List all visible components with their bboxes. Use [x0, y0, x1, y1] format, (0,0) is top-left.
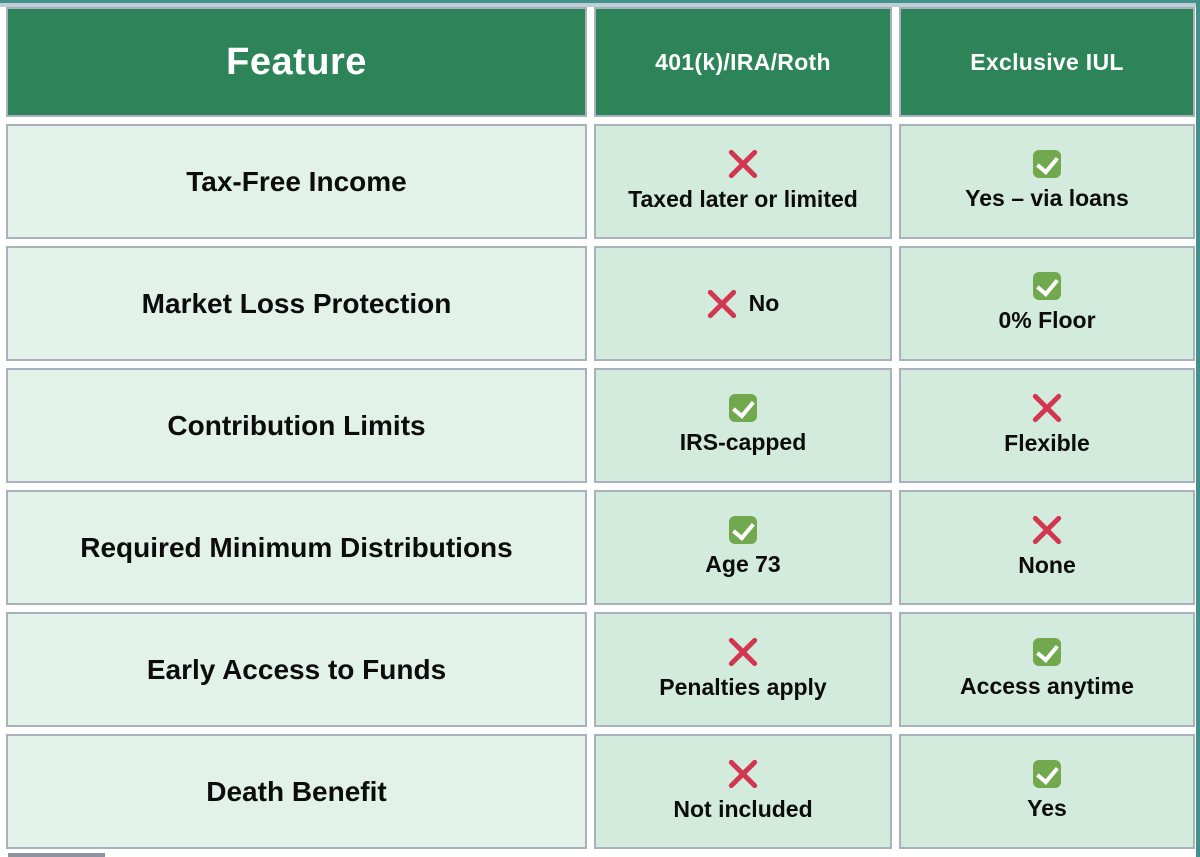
feature-cell: Contribution Limits [6, 368, 587, 483]
check-icon [1033, 638, 1061, 667]
status-text: Taxed later or limited [628, 186, 858, 213]
status-text: Yes – via loans [965, 185, 1129, 212]
feature-label: Required Minimum Distributions [80, 531, 513, 563]
status-text: No [748, 290, 780, 317]
feature-cell: Early Access to Funds [6, 612, 587, 727]
cross-icon [728, 637, 758, 667]
top-edge-gray-strip [0, 3, 1200, 7]
status-text: 0% Floor [998, 307, 1096, 334]
status-text: Age 73 [705, 551, 781, 578]
status-text: Access anytime [960, 673, 1134, 700]
status-cell-iul: Flexible [899, 368, 1195, 483]
check-icon [1033, 150, 1061, 179]
feature-cell: Required Minimum Distributions [6, 490, 587, 605]
status-cell-iul: Access anytime [899, 612, 1195, 727]
status-cell-401k: Age 73 [594, 490, 892, 605]
status-cell-iul: None [899, 490, 1195, 605]
comparison-table: Feature 401(k)/IRA/Roth Exclusive IUL Ta… [6, 7, 1195, 849]
cross-icon [1032, 515, 1062, 545]
status-cell-401k: Penalties apply [594, 612, 892, 727]
check-icon [729, 516, 757, 545]
feature-cell: Market Loss Protection [6, 246, 587, 361]
status-cell-401k: Not included [594, 734, 892, 849]
status-cell-iul: Yes [899, 734, 1195, 849]
check-icon [1033, 272, 1061, 301]
feature-cell: Tax-Free Income [6, 124, 587, 239]
status-text: None [1018, 552, 1076, 579]
cross-icon [1032, 393, 1062, 423]
check-icon [1033, 760, 1061, 789]
feature-label: Market Loss Protection [141, 287, 452, 319]
cross-icon [728, 149, 758, 179]
status-text: Yes [1027, 795, 1067, 822]
status-text: Not included [673, 796, 813, 823]
header-cell-iul: Exclusive IUL [899, 7, 1195, 117]
cross-icon [707, 289, 737, 319]
status-text: IRS-capped [679, 429, 807, 456]
status-text: Flexible [1004, 430, 1090, 457]
partial-cutoff-element [8, 853, 105, 857]
feature-label: Early Access to Funds [146, 653, 447, 685]
top-edge-teal-line [0, 0, 1200, 3]
status-cell-401k: No [594, 246, 892, 361]
feature-label: Tax-Free Income [186, 165, 407, 197]
feature-label: Death Benefit [206, 775, 387, 807]
right-edge-teal-line [1196, 0, 1200, 857]
status-cell-iul: 0% Floor [899, 246, 1195, 361]
cross-icon [728, 759, 758, 789]
status-cell-iul: Yes – via loans [899, 124, 1195, 239]
header-401k-label: 401(k)/IRA/Roth [655, 48, 831, 75]
header-cell-401k: 401(k)/IRA/Roth [594, 7, 892, 117]
header-feature-label: Feature [226, 40, 367, 83]
status-cell-401k: Taxed later or limited [594, 124, 892, 239]
status-cell-401k: IRS-capped [594, 368, 892, 483]
feature-cell: Death Benefit [6, 734, 587, 849]
check-icon [729, 394, 757, 423]
feature-label: Contribution Limits [167, 409, 426, 441]
header-iul-label: Exclusive IUL [970, 48, 1124, 75]
header-cell-feature: Feature [6, 7, 587, 117]
status-text: Penalties apply [659, 674, 827, 701]
